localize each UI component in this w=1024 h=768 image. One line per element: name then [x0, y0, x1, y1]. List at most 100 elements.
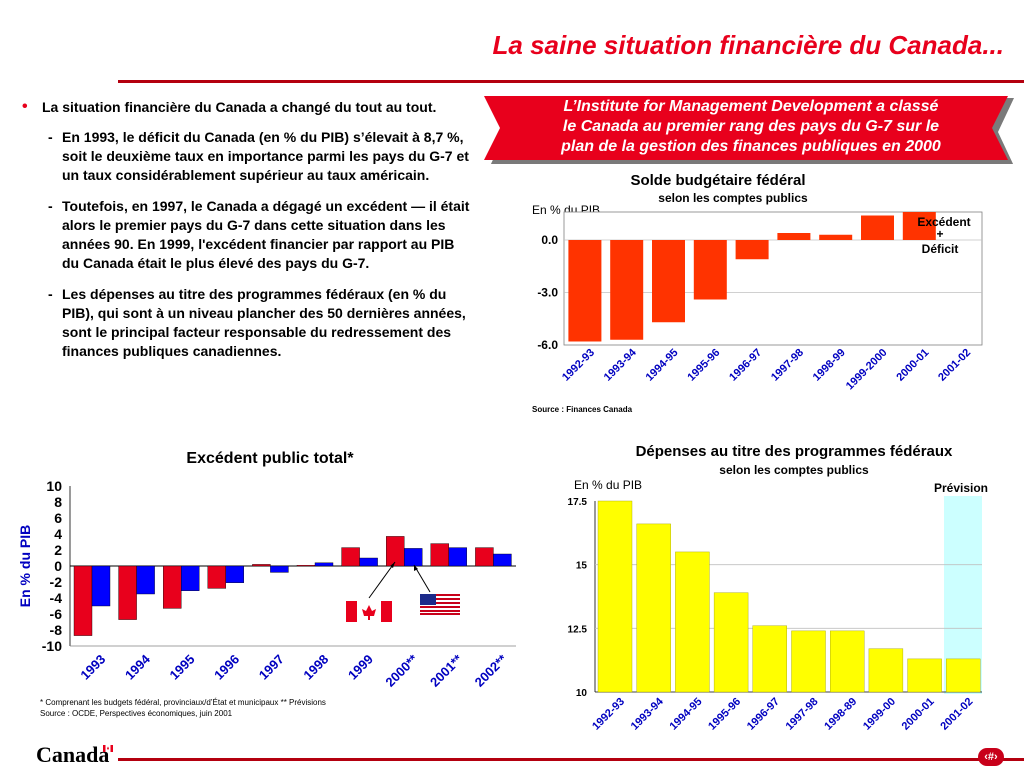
budget-x-tick: 1995-96	[685, 347, 722, 384]
spending-bar	[713, 592, 749, 693]
balance-bar-canada	[252, 564, 271, 567]
spending-y-tick: 17.5	[568, 497, 588, 508]
balance-bar-canada	[341, 547, 360, 567]
spending-bar	[830, 630, 865, 693]
spending-grid	[594, 501, 982, 693]
balance-y-tick: 8	[54, 494, 62, 510]
budget-chart-title: Solde budgétaire fédéral	[630, 172, 805, 189]
spending-bar	[675, 551, 710, 693]
legend-surplus: Excédent	[917, 215, 970, 229]
balance-y-tick: 2	[54, 542, 62, 558]
bullet-main-text: La situation financière du Canada a chan…	[42, 99, 437, 115]
spending-bar	[907, 658, 942, 693]
balance-x-tick: 2000**	[382, 651, 421, 690]
bullet-main: • La situation financière du Canada a ch…	[22, 98, 472, 116]
balance-y-tick: -4	[50, 590, 63, 606]
budget-x-tick: 1999-2000	[844, 347, 890, 393]
balance-bar-us	[225, 565, 245, 583]
spending-y-tick: 12.5	[568, 624, 588, 635]
spending-x-tick: 1994-95	[667, 696, 704, 733]
spending-x-tick: 1992-93	[590, 696, 627, 733]
spending-bar	[597, 500, 633, 693]
us-pointer-line	[413, 564, 431, 593]
spending-y-ticks: 17.5 15 12.5 10	[568, 497, 588, 699]
budget-bar	[652, 240, 685, 323]
balance-bar-canada	[162, 565, 182, 609]
budget-x-tick: 2001-02	[936, 347, 973, 384]
spending-bars	[597, 500, 981, 693]
budget-y-ticks: 0.0 -3.0 -6.0	[537, 233, 558, 352]
balance-footnote-2: Source : OCDE, Perspectives économiques,…	[40, 709, 233, 718]
dash-icon: -	[48, 129, 53, 145]
spending-bar	[868, 648, 904, 693]
balance-bar-canada	[296, 565, 316, 567]
balance-bars	[73, 536, 512, 636]
balance-x-tick: 1999	[345, 652, 376, 683]
page-title: La saine situation financière du Canada.…	[492, 30, 1004, 60]
budget-bar	[610, 240, 644, 340]
budget-x-tick: 2000-01	[894, 347, 931, 384]
balance-y-tick: -10	[42, 638, 62, 654]
balance-bar-us	[180, 565, 200, 591]
spending-chart-subtitle: selon les comptes publics	[719, 463, 869, 477]
balance-y-tick: -2	[50, 574, 63, 590]
ribbon-banner	[484, 96, 1008, 160]
balance-axes	[69, 486, 516, 647]
balance-bar-canada	[73, 565, 93, 636]
balance-bar-us	[493, 553, 512, 567]
canada-pointer-arrow	[390, 562, 395, 568]
legend-plus: +	[936, 227, 943, 241]
spending-x-ticks: 1992-93 1993-94 1994-95 1995-96 1996-97 1997-…	[590, 695, 975, 733]
budget-y-tick: 0.0	[541, 233, 558, 247]
balance-x-tick: 2002**	[472, 651, 511, 690]
budget-bar	[861, 215, 894, 240]
spending-y-tick: 10	[576, 688, 588, 699]
balance-y-tick: 10	[46, 478, 62, 494]
balance-x-tick: 1998	[300, 652, 331, 683]
budget-x-tick: 1997-98	[769, 347, 806, 384]
budget-bar	[902, 212, 936, 240]
balance-bar-canada	[386, 536, 405, 567]
ranking-ribbon: L’Institute for Management Development a…	[484, 96, 1014, 166]
legend-deficit: Déficit	[922, 242, 959, 256]
ribbon-line-3: plan de la gestion des finances publique…	[561, 138, 941, 155]
ribbon-line-1: L’Institute for Management Development a…	[563, 98, 939, 115]
balance-y-label: En % du PIB	[17, 525, 33, 607]
balance-bar-us	[136, 565, 155, 595]
budget-x-tick: 1996-97	[727, 347, 764, 384]
balance-bar-us	[91, 565, 111, 607]
budget-bar	[735, 240, 769, 260]
budget-y-tick: -6.0	[537, 338, 558, 352]
dash-icon: -	[48, 198, 53, 214]
budget-bar	[819, 234, 853, 240]
balance-bar-canada	[207, 565, 227, 589]
spending-x-tick: 1996-97	[745, 696, 782, 733]
budget-bar	[693, 240, 727, 300]
budget-plot-frame	[563, 211, 983, 346]
balance-x-tick: 1995	[167, 652, 198, 683]
forecast-band	[944, 496, 982, 694]
spending-y-tick: 15	[576, 561, 588, 572]
budget-source: Source : Finances Canada	[532, 405, 633, 414]
budget-bars	[568, 212, 936, 342]
balance-x-tick: 1994	[122, 651, 154, 683]
budget-bar	[568, 240, 602, 342]
ribbon-text: L’Institute for Management Development a…	[508, 97, 994, 157]
spending-bar	[791, 630, 826, 693]
budget-x-tick: 1992-93	[560, 347, 597, 384]
balance-bar-us	[270, 565, 289, 573]
balance-y-tick: -8	[50, 622, 63, 638]
spending-x-tick: 2000-01	[900, 696, 937, 733]
spending-x-tick: 1999-00	[861, 696, 898, 733]
spending-x-tick: 1993-94	[629, 695, 667, 733]
ribbon-line-2: le Canada au premier rang des pays du G-…	[562, 118, 940, 135]
balance-footnote-1: * Comprenant les budgets fédéral, provin…	[40, 698, 326, 707]
sub-bullet-text: Toutefois, en 1997, le Canada a dégagé u…	[62, 198, 470, 271]
wordmark-flag-icon	[103, 745, 113, 752]
balance-chart-title: Excédent public total*	[186, 450, 354, 467]
balance-bar-canada	[118, 565, 137, 620]
balance-x-tick: 2001**	[427, 651, 466, 690]
budget-grid	[563, 211, 983, 346]
balance-x-tick: 1997	[256, 652, 287, 683]
